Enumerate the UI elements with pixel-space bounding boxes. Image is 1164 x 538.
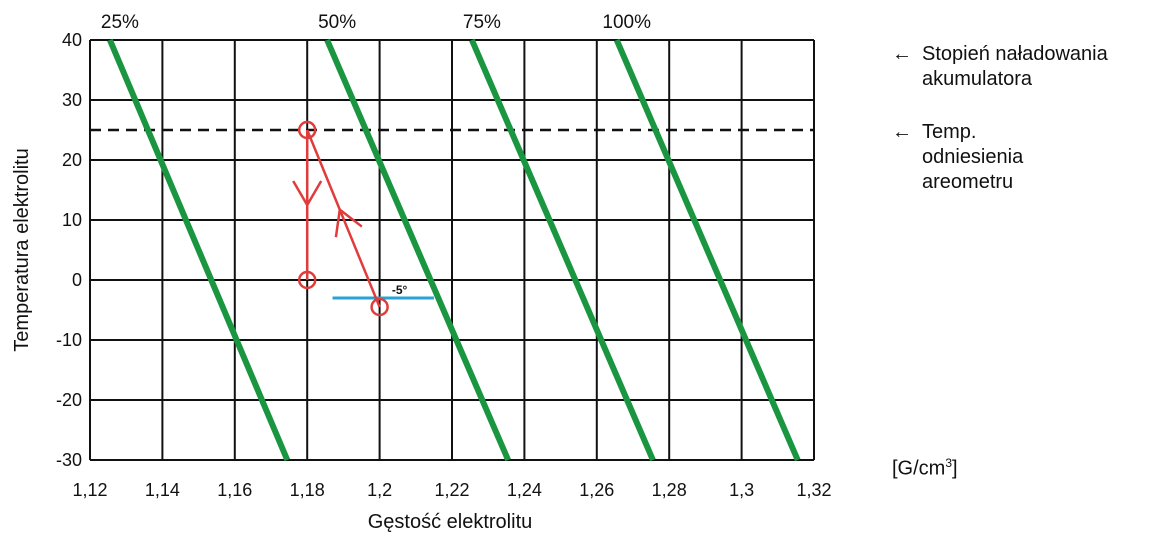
- reference-temperature-note: ← Temp. odniesienia areometru: [892, 120, 1024, 195]
- unit-superscript: 3: [945, 456, 953, 470]
- grid: [89, 39, 815, 461]
- example-path: [292, 120, 389, 317]
- charge-note-line1: Stopień naładowania: [922, 43, 1108, 65]
- y-tick-label: -30: [56, 450, 82, 470]
- x-tick-label: 1,16: [217, 480, 252, 500]
- temp-note-line2: odniesienia: [922, 146, 1024, 168]
- series-line: [107, 38, 291, 462]
- x-tick-label: 1,2: [367, 480, 392, 500]
- example-point: [297, 120, 317, 140]
- series-line: [469, 38, 656, 462]
- charge-level-lines: [107, 38, 801, 462]
- series-line: [324, 38, 511, 462]
- x-axis-title: Gęstość elektrolitu: [368, 511, 533, 533]
- y-tick-labels: 40 30 20 10 0 -10 -20 -30: [56, 30, 82, 470]
- series-labels: 25% 50% 75% 100%: [101, 12, 651, 33]
- marker-label: -5°: [392, 283, 408, 297]
- arrow-up-icon: [334, 207, 363, 238]
- x-tick-label: 1,24: [507, 480, 542, 500]
- y-tick-label: 40: [62, 30, 82, 50]
- x-tick-label: 1,28: [652, 480, 687, 500]
- series-label: 50%: [318, 12, 356, 33]
- series-label: 100%: [602, 12, 651, 33]
- series-label: 25%: [101, 12, 139, 33]
- x-tick-labels: 1,12 1,14 1,16 1,18 1,2 1,22 1,24 1,26 1,28 1,3 1,…: [72, 480, 831, 500]
- unit-close: ]: [952, 457, 958, 480]
- y-tick-label: 20: [62, 150, 82, 170]
- charge-note-line2: akumulatora: [922, 68, 1033, 90]
- arrow-down-icon: [292, 180, 323, 208]
- y-axis-title: Temperatura elektrolitu: [11, 148, 33, 351]
- density-unit: [G/cm3]: [892, 456, 958, 481]
- y-tick-label: 30: [62, 90, 82, 110]
- example-point: [370, 297, 389, 317]
- x-tick-label: 1,14: [145, 480, 180, 500]
- temp-note-line1: Temp.: [922, 121, 977, 143]
- x-tick-label: 1,3: [729, 480, 754, 500]
- x-tick-label: 1,32: [796, 480, 831, 500]
- example-point: [297, 270, 317, 290]
- y-tick-label: 0: [72, 270, 82, 290]
- y-tick-label: 10: [62, 210, 82, 230]
- charge-level-note: ← Stopień naładowania akumulatora: [892, 42, 1108, 92]
- x-tick-label: 1,22: [434, 480, 469, 500]
- left-arrow-icon: ←: [892, 43, 912, 65]
- y-tick-label: -10: [56, 330, 82, 350]
- series-label: 75%: [463, 12, 501, 33]
- temperature-marker: -5°: [332, 283, 434, 300]
- example-diagonal-segment: [306, 129, 381, 308]
- x-tick-label: 1,18: [290, 480, 325, 500]
- y-tick-label: -20: [56, 390, 82, 410]
- unit-text: [G/cm: [892, 457, 946, 480]
- temp-note-line3: areometru: [922, 171, 1014, 193]
- left-arrow-icon: ←: [892, 121, 912, 143]
- x-tick-label: 1,26: [579, 480, 614, 500]
- series-line: [613, 38, 801, 462]
- x-tick-label: 1,12: [72, 480, 107, 500]
